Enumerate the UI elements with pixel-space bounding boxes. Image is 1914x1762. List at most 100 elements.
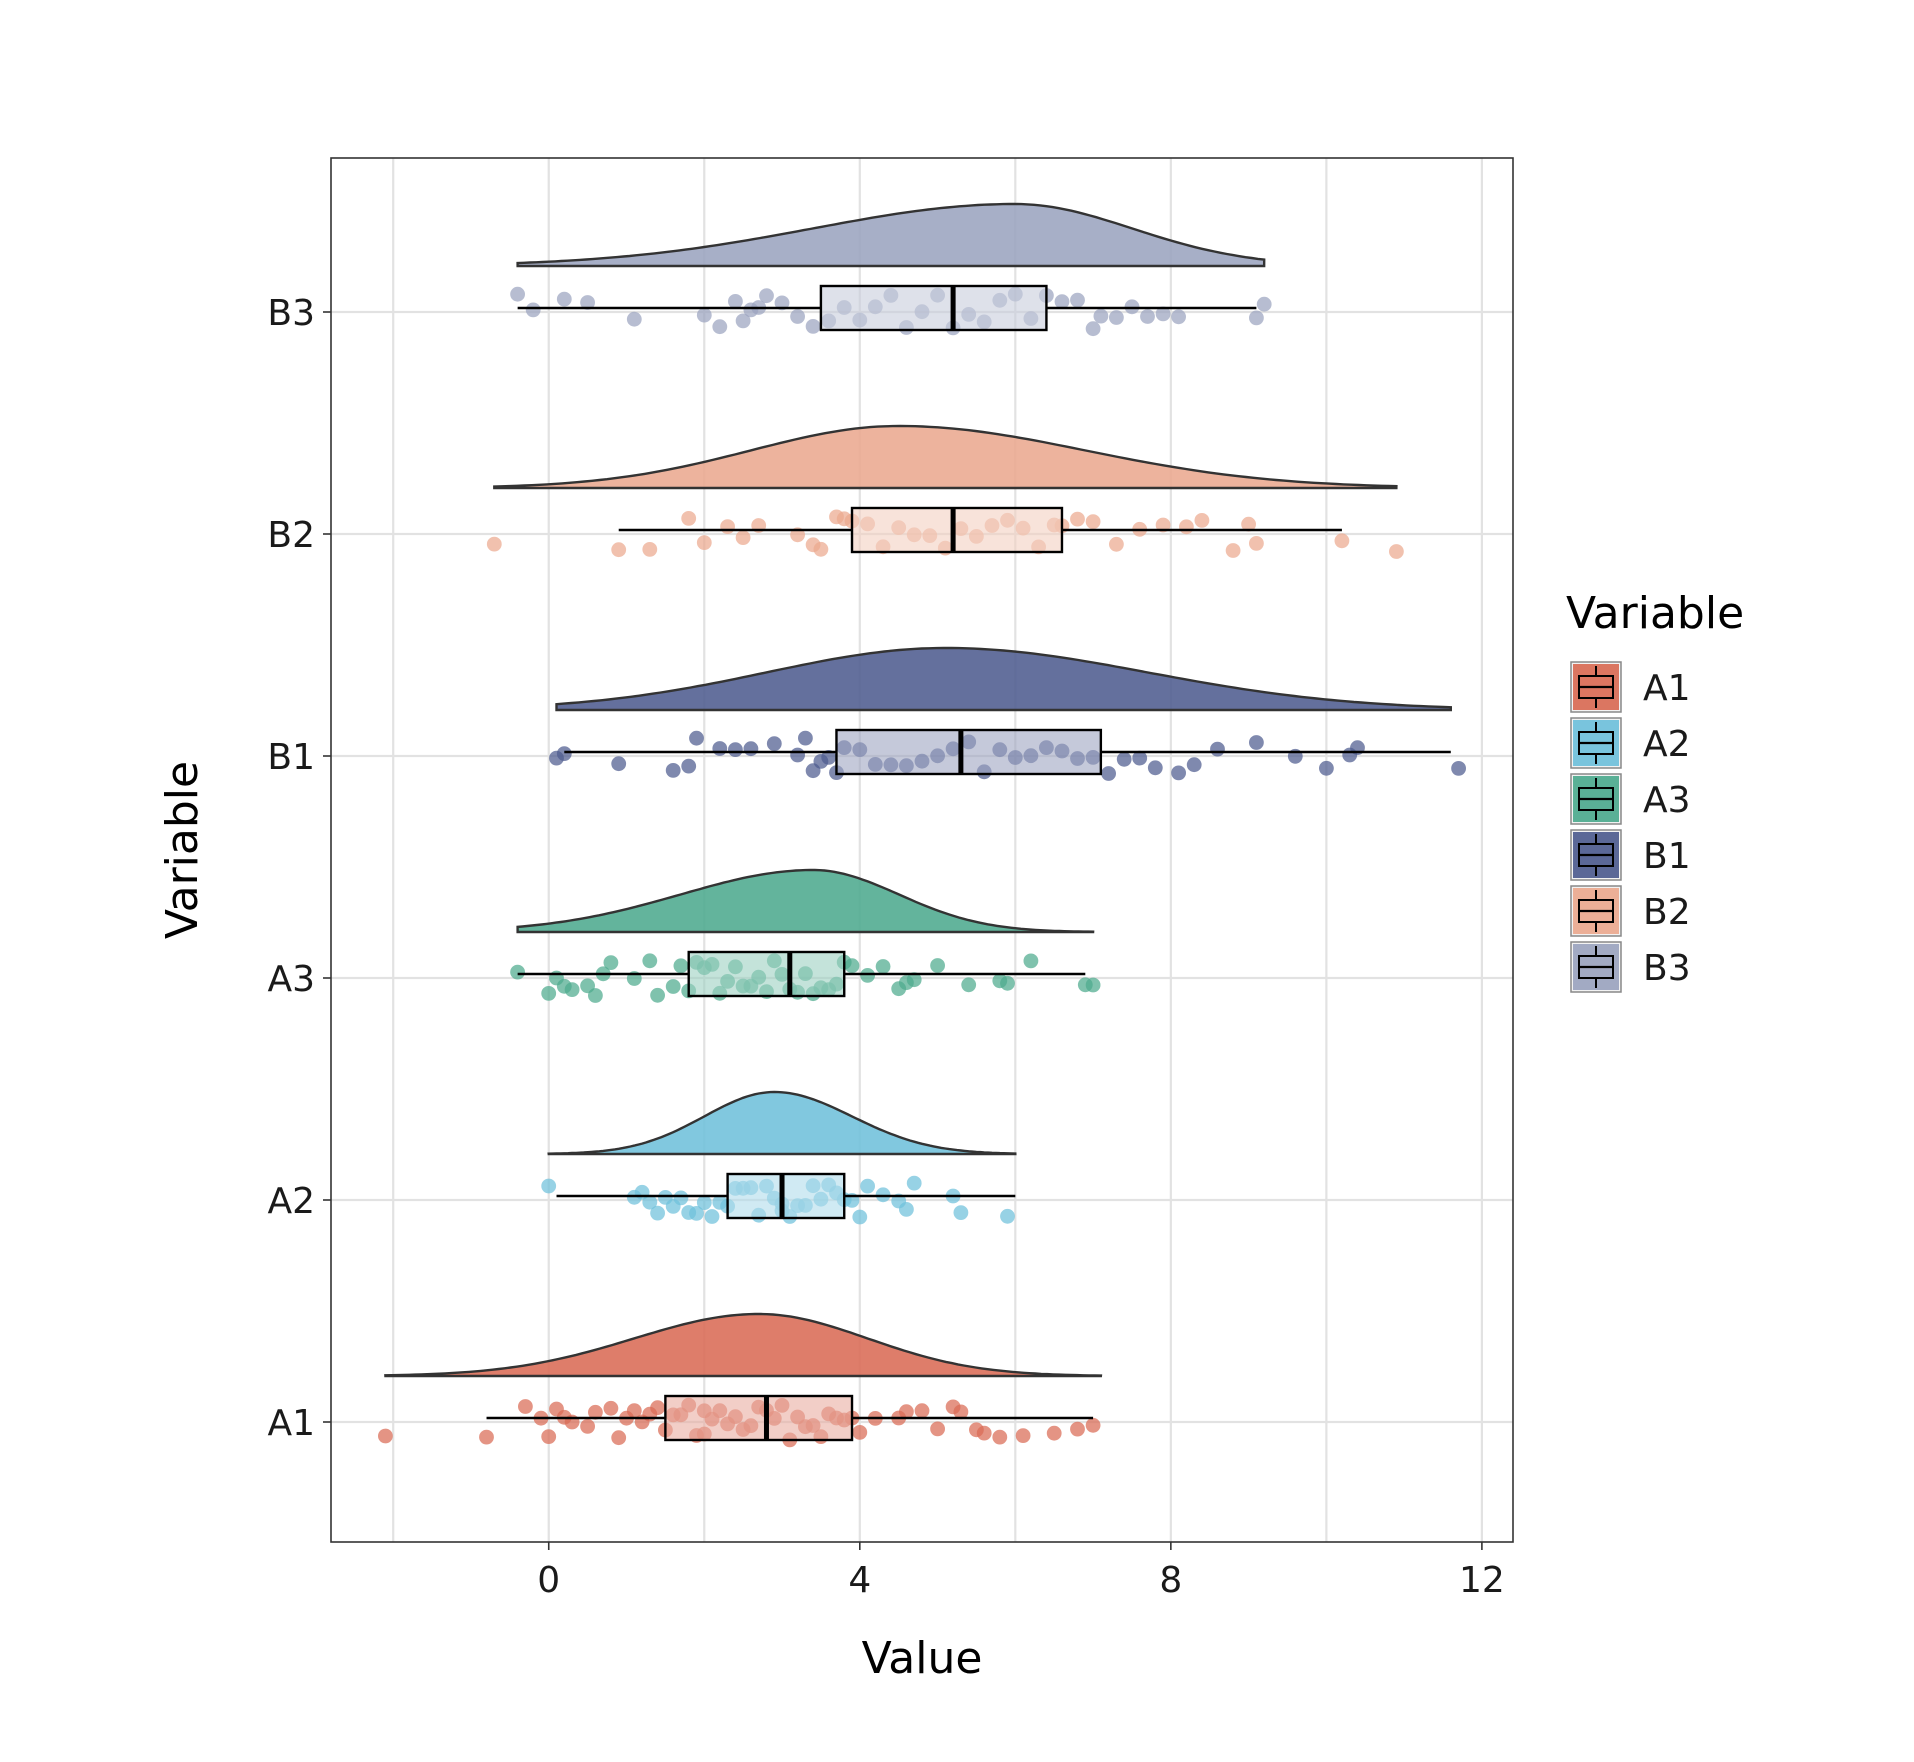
- data-point-B1: [766, 736, 782, 751]
- data-point-A1: [378, 1428, 393, 1444]
- data-point-B3: [805, 319, 821, 334]
- data-point-A1: [588, 1404, 603, 1420]
- data-point-A1: [1070, 1421, 1085, 1437]
- data-point-A3: [510, 964, 525, 980]
- data-point-B3: [790, 309, 805, 324]
- data-point-A2: [696, 1195, 712, 1210]
- y-axis: A1 A2 A3 B1 B2 B3: [267, 293, 331, 1444]
- data-point-B2: [1249, 536, 1264, 551]
- y-tick-label: B3: [267, 293, 315, 334]
- data-point-A1: [914, 1403, 930, 1419]
- data-point-B2: [681, 511, 697, 526]
- data-point-A2: [541, 1178, 557, 1194]
- data-point-A2: [860, 1178, 875, 1194]
- data-point-B2: [1241, 516, 1256, 532]
- data-point-B2: [1070, 511, 1085, 527]
- data-point-A1: [626, 1403, 642, 1418]
- data-point-B1: [1171, 765, 1186, 781]
- x-tick-label: 8: [1159, 1560, 1182, 1601]
- data-point-B3: [525, 302, 541, 318]
- data-point-B3: [580, 295, 595, 310]
- legend-entry-A3: A3: [1570, 773, 1691, 825]
- data-point-A2: [642, 1194, 658, 1210]
- legend-label: A1: [1643, 668, 1691, 709]
- data-point-B3: [1054, 294, 1070, 309]
- data-point-A1: [992, 1429, 1008, 1445]
- data-point-A2: [1000, 1208, 1015, 1224]
- data-point-B3: [1093, 308, 1109, 324]
- legend-entry-A1: A1: [1570, 661, 1691, 713]
- legend-entry-B3: B3: [1570, 941, 1691, 993]
- data-point-A3: [930, 958, 945, 973]
- data-point-B3: [759, 288, 774, 304]
- data-point-A1: [899, 1404, 914, 1420]
- data-point-A3: [906, 972, 922, 988]
- data-point-B3: [712, 319, 728, 335]
- data-point-B3: [510, 286, 525, 302]
- data-point-A1: [930, 1421, 945, 1437]
- data-point-B2: [1389, 544, 1404, 559]
- data-point-B3: [1155, 306, 1171, 322]
- legend-entry-B1: B1: [1570, 829, 1691, 881]
- data-point-A2: [650, 1205, 665, 1221]
- legend-title: Variable: [1566, 588, 1744, 639]
- data-point-B2: [1155, 517, 1171, 533]
- data-point-B2: [813, 541, 829, 557]
- data-point-B3: [696, 307, 712, 323]
- data-point-A3: [665, 979, 681, 994]
- box-B3: [819, 284, 1048, 332]
- data-point-A3: [642, 953, 658, 969]
- data-point-B1: [790, 747, 805, 763]
- legend-label: A3: [1643, 780, 1691, 821]
- density-cloud-B2: [493, 424, 1398, 490]
- legend: Variable A1 A2 A3 B1 B2 B3: [1566, 588, 1744, 993]
- data-point-B1: [798, 730, 813, 746]
- data-point-A3: [603, 955, 619, 970]
- data-point-B3: [774, 295, 790, 311]
- data-point-B3: [728, 294, 743, 309]
- plot-panel-border: [330, 157, 1514, 1543]
- data-point-B3: [1171, 309, 1186, 325]
- data-point-A3: [541, 986, 557, 1001]
- data-point-B2: [611, 542, 627, 558]
- data-point-B1: [1210, 741, 1225, 757]
- legend-entry-A2: A2: [1570, 717, 1691, 769]
- data-point-B1: [821, 750, 837, 765]
- y-tick-label: A2: [267, 1181, 315, 1222]
- data-point-B3: [1109, 310, 1124, 325]
- data-point-B1: [1319, 760, 1334, 776]
- y-axis-title: Variable: [157, 761, 208, 939]
- data-point-A1: [580, 1419, 595, 1434]
- plot-panel-background: [331, 158, 1513, 1542]
- data-point-A3: [1000, 975, 1015, 991]
- density-cloud-B1: [555, 646, 1453, 712]
- data-point-A3: [844, 958, 860, 974]
- data-point-A3: [588, 988, 603, 1003]
- data-point-A1: [518, 1399, 533, 1414]
- data-point-B2: [642, 542, 658, 557]
- box-B2: [850, 506, 1064, 554]
- y-tick-label: A3: [267, 959, 315, 1000]
- legend-entry-B2: B2: [1570, 885, 1691, 937]
- data-point-A3: [1085, 977, 1101, 993]
- data-point-A1: [541, 1429, 557, 1444]
- data-point-A3: [673, 958, 689, 974]
- data-point-A1: [976, 1425, 992, 1441]
- density-cloud-A2: [547, 1090, 1017, 1156]
- data-point-B3: [1085, 321, 1101, 337]
- data-point-A2: [704, 1209, 720, 1224]
- x-axis-title: Value: [862, 1633, 983, 1684]
- data-point-A1: [611, 1430, 627, 1446]
- box-A3: [687, 950, 846, 998]
- data-point-A1: [650, 1400, 665, 1416]
- data-point-A2: [906, 1175, 922, 1191]
- box-A2: [726, 1172, 846, 1220]
- y-tick-label: A1: [267, 1403, 315, 1444]
- data-point-B1: [1451, 761, 1466, 776]
- density-layer: [384, 202, 1453, 1378]
- data-point-A3: [564, 982, 580, 997]
- box-A1: [664, 1394, 854, 1442]
- data-point-A2: [852, 1209, 868, 1225]
- data-point-B2: [1194, 513, 1210, 528]
